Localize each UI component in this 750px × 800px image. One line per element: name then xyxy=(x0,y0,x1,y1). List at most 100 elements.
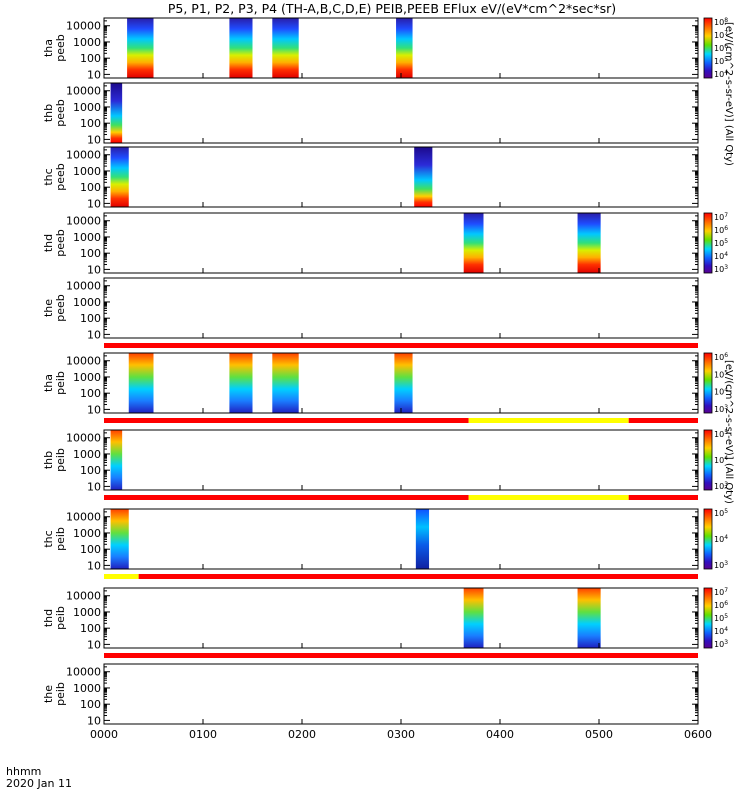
spectrogram-block-thd-peib-0 xyxy=(463,588,484,648)
y-tick-label: 1000 xyxy=(73,165,101,178)
spectrogram-block-thd-peib-1 xyxy=(577,588,601,648)
colorbar-thb-peib: 103 104 105 xyxy=(703,429,728,491)
colorbar-tick-exponent: 4 xyxy=(724,69,728,76)
spectrogram-block-tha-peib-3 xyxy=(394,353,413,413)
colorbar-tick-exponent: 4 xyxy=(724,455,728,462)
quality-flag-bar xyxy=(104,574,139,579)
colorbar-tick-exponent: 7 xyxy=(724,587,728,594)
x-tick-label: 0600 xyxy=(684,728,712,741)
y-tick-label: 100 xyxy=(80,622,101,635)
y-tick-label: 10 xyxy=(87,68,101,81)
panel-the-peeb: 10 100 1000 10000 the peeb xyxy=(42,277,699,348)
y-tick-label: 100 xyxy=(80,543,101,556)
colorbar-tick-exponent: 5 xyxy=(724,429,728,436)
panel-thd-peeb: 10 100 1000 10000 thd peeb xyxy=(42,212,699,276)
spectrogram-block-thc-peeb-1 xyxy=(414,147,433,207)
y-tick-label: 1000 xyxy=(73,231,101,244)
panel-label-product: peeb xyxy=(54,34,67,62)
colorbar-tick-exponent: 6 xyxy=(724,352,728,359)
colorbar-tick-exponent: 4 xyxy=(724,387,728,394)
colorbar-tick-exponent: 5 xyxy=(724,613,728,620)
spectrogram-block-tha-peeb-3 xyxy=(396,18,413,78)
colorbar-tick-label: 103 xyxy=(714,404,728,414)
spectrogram-block-thd-peeb-0 xyxy=(463,213,484,273)
colorbar-strip xyxy=(703,17,713,79)
colorbar-label-electron: [eV/(cm^2-s-sr-eV)] (All Qty) xyxy=(723,22,734,166)
spectrogram-block-thb-peeb-0 xyxy=(110,83,123,143)
colorbar-tick-exponent: 6 xyxy=(724,225,728,232)
y-tick-label: 10 xyxy=(87,133,101,146)
y-tick-label: 1000 xyxy=(73,101,101,114)
colorbar-tick-label: 106 xyxy=(714,225,728,235)
y-tick-label: 10000 xyxy=(66,149,101,162)
y-tick-label: 10 xyxy=(87,638,101,651)
panel-label-probe: thb xyxy=(42,104,55,122)
y-tick-label: 1000 xyxy=(73,371,101,384)
colorbar-tick-label: 104 xyxy=(714,534,728,544)
y-tick-label: 10 xyxy=(87,559,101,572)
quality-flag-bar xyxy=(628,418,698,423)
spectrogram-block-thd-peeb-1 xyxy=(577,213,601,273)
panel-label-product: peeb xyxy=(54,163,67,191)
panel-frame xyxy=(103,663,699,725)
colorbar-tick-label: 107 xyxy=(714,30,728,40)
spectrogram-block-tha-peeb-1 xyxy=(229,18,253,78)
panel-label-product: peeb xyxy=(54,99,67,127)
y-tick-label: 10 xyxy=(87,328,101,341)
colorbar-thd-peeb: 103 104 105 106 107 xyxy=(703,212,728,274)
colorbar-tick-label: 104 xyxy=(714,251,728,261)
colorbar-tick-label: 106 xyxy=(714,43,728,53)
y-tick-label: 10 xyxy=(87,714,101,727)
colorbar-thd-peib: 103 104 105 106 107 xyxy=(703,587,728,649)
y-tick-label: 100 xyxy=(80,117,101,130)
y-tick-label: 1000 xyxy=(73,527,101,540)
spectrogram-block-tha-peib-1 xyxy=(229,353,253,413)
y-tick-label: 10 xyxy=(87,403,101,416)
y-tick-label: 100 xyxy=(80,52,101,65)
quality-flag-bar xyxy=(104,653,698,658)
panel-tha-peeb: 10 100 1000 10000 tha peeb xyxy=(42,17,699,81)
spectrogram-block-tha-peib-0 xyxy=(128,353,154,413)
quality-flag-bar xyxy=(468,495,629,500)
x-tick-label: 0300 xyxy=(387,728,415,741)
panel-label-product: peib xyxy=(54,527,67,551)
y-tick-label: 10000 xyxy=(66,590,101,603)
y-tick-label: 10000 xyxy=(66,432,101,445)
panel-label-product: peib xyxy=(54,448,67,472)
y-tick-label: 10 xyxy=(87,197,101,210)
colorbar-tick-label: 103 xyxy=(714,264,728,274)
colorbar-tick-label: 105 xyxy=(714,613,728,623)
panel-label-probe: tha xyxy=(42,39,55,57)
y-tick-label: 10 xyxy=(87,480,101,493)
y-tick-label: 10000 xyxy=(66,280,101,293)
colorbar-tick-label: 105 xyxy=(714,508,728,518)
colorbar-tick-exponent: 6 xyxy=(724,43,728,50)
y-tick-label: 10000 xyxy=(66,85,101,98)
colorbar-tick-label: 105 xyxy=(714,369,728,379)
colorbar-tick-exponent: 3 xyxy=(724,404,728,411)
y-tick-label: 100 xyxy=(80,464,101,477)
y-tick-label: 100 xyxy=(80,312,101,325)
colorbar-tick-label: 105 xyxy=(714,238,728,248)
colorbar-strip xyxy=(703,352,713,414)
colorbar-strip xyxy=(703,508,713,570)
colorbar-tick-label: 104 xyxy=(714,455,728,465)
panel-label-product: peib xyxy=(54,682,67,706)
panel-label-probe: thc xyxy=(42,168,55,185)
y-tick-label: 1000 xyxy=(73,606,101,619)
colorbar-tick-label: 106 xyxy=(714,600,728,610)
colorbar-label-ion: [eV/(cm^2-s-sr-eV)] (All Qty) xyxy=(723,360,734,504)
colorbar-tick-exponent: 7 xyxy=(724,212,728,219)
quality-flag-bar xyxy=(138,574,698,579)
colorbar-tick-exponent: 5 xyxy=(724,238,728,245)
y-tick-label: 1000 xyxy=(73,296,101,309)
panel-frame xyxy=(103,587,699,649)
spectrogram-block-thc-peeb-0 xyxy=(110,147,129,207)
figure-title: P5, P1, P2, P3, P4 (TH-A,B,C,D,E) PEIB,P… xyxy=(168,1,616,16)
y-tick-label: 1000 xyxy=(73,36,101,49)
y-tick-label: 100 xyxy=(80,698,101,711)
spectrogram-block-tha-peib-2 xyxy=(272,353,299,413)
panel-frame xyxy=(103,277,699,339)
panel-label-product: peib xyxy=(54,371,67,395)
